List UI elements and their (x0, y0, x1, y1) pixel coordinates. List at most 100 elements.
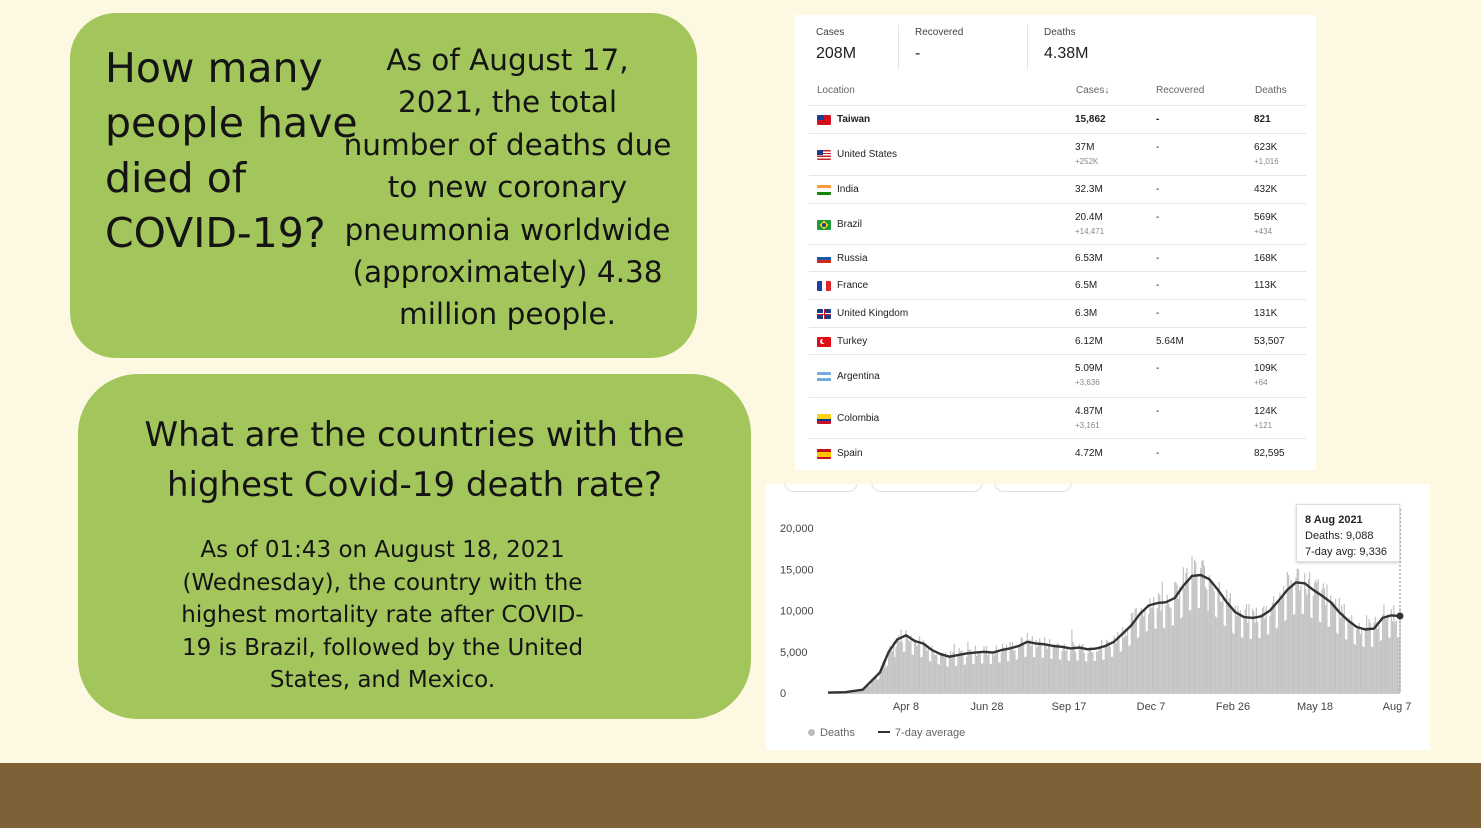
chart-bar-deaths (1157, 592, 1160, 693)
chart-bar-deaths (1281, 595, 1283, 693)
stat-deaths: Deaths 4.38M (1044, 27, 1088, 63)
chart-bar-deaths (1367, 626, 1369, 693)
chart-bar-deaths (966, 656, 968, 693)
table-row[interactable]: Russia 6.53M - 168K (809, 244, 1306, 272)
chart-bar-deaths (1234, 605, 1236, 693)
cell-location[interactable]: Taiwan (837, 114, 871, 125)
chart-bar-deaths (1003, 647, 1005, 693)
chart-bar-deaths (1332, 601, 1334, 693)
header-cases[interactable]: Cases↓ (1076, 85, 1110, 96)
chart-bar-deaths (1073, 645, 1075, 693)
chart-bar-deaths (865, 685, 867, 693)
chart-bar-deaths (1257, 621, 1259, 693)
divider (1027, 25, 1028, 69)
chart-bar-deaths (937, 664, 939, 693)
table-row[interactable]: Taiwan 15,862 - 821 (809, 105, 1306, 134)
chart-bar-deaths (1224, 626, 1227, 693)
table-row[interactable]: Spain 4.72M - 82,595 (809, 438, 1306, 469)
table-row[interactable]: Turkey 6.12M 5.64M 53,507 (809, 327, 1306, 355)
cell-location[interactable]: Spain (837, 448, 863, 459)
cell-location[interactable]: Colombia (837, 412, 880, 424)
chart-bar-deaths (1201, 560, 1203, 693)
chart-bar-deaths (1398, 637, 1400, 693)
cell-cases-new: +3,636 (1075, 378, 1100, 387)
chart-bar-deaths (1013, 650, 1015, 693)
table-row[interactable]: Brazil 20.4M +14,471 - 569K +434 (809, 203, 1306, 245)
chart-bar-deaths (1119, 651, 1121, 693)
cell-location[interactable]: United Kingdom (837, 308, 909, 319)
chart-bar-deaths (1343, 604, 1345, 693)
chart-bar-deaths (1146, 630, 1149, 693)
chart-bar-deaths (963, 664, 965, 693)
chart-bar-deaths (1009, 641, 1011, 693)
uk-flag-icon (817, 309, 831, 319)
chart-bar-deaths (1047, 645, 1049, 693)
cell-location[interactable]: India (837, 184, 859, 195)
cell-cases: 4.87M (1075, 406, 1103, 417)
chart-bar-deaths (1094, 661, 1097, 693)
cell-location[interactable]: Brazil (837, 218, 863, 230)
table-row[interactable]: India 32.3M - 432K (809, 175, 1306, 204)
cell-location[interactable]: United States (837, 149, 898, 160)
chart-bar-deaths (1150, 607, 1152, 693)
chart-bar-deaths (1098, 648, 1100, 693)
chart-bar-deaths (1001, 643, 1004, 693)
chart-bar-deaths (959, 651, 962, 693)
chart-bar-deaths (1051, 658, 1053, 693)
table-row[interactable]: United States 37M +252K - 623K +1,016 (809, 133, 1306, 176)
chart-bar-deaths (922, 639, 924, 693)
cell-recovered: - (1156, 448, 1160, 459)
chart-bar-deaths (1136, 638, 1139, 693)
chart-bar-deaths (925, 643, 927, 693)
chart-bar-deaths (1264, 618, 1266, 693)
chart-bar-deaths (1068, 660, 1071, 693)
chart-bar-deaths (885, 667, 887, 693)
table-row[interactable]: United Kingdom 6.3M - 131K (809, 299, 1306, 328)
chart-bar-deaths (1039, 638, 1041, 693)
chart-bar-deaths (1101, 640, 1103, 693)
chart-bar-deaths (883, 660, 885, 693)
chart-bar-deaths (1191, 556, 1193, 693)
table-row[interactable]: France 6.5M - 113K (809, 271, 1306, 300)
stat-cases: Cases 208M (816, 27, 856, 63)
chart-bar-deaths (876, 679, 879, 693)
table-row[interactable]: Argentina 5.09M +3,636 - 109K +64 (809, 354, 1306, 398)
chart-bar-deaths (1239, 610, 1241, 693)
chart-bar-deaths (1205, 587, 1207, 693)
header-location[interactable]: Location (817, 85, 855, 96)
cell-deaths: 432K (1254, 184, 1278, 195)
chart-bar-deaths (931, 645, 933, 693)
chart-bar-deaths (1030, 645, 1032, 693)
cell-deaths-new: +64 (1254, 378, 1268, 387)
chart-bar-deaths (1052, 644, 1054, 693)
chart-bar-deaths (989, 663, 991, 693)
chart-x-tick-label: Feb 26 (1216, 701, 1250, 713)
chart-bar-deaths (1249, 638, 1251, 693)
chart-bar-deaths (886, 665, 889, 693)
header-deaths[interactable]: Deaths (1255, 85, 1287, 96)
chart-bar-deaths (1372, 646, 1374, 693)
chart-bar-deaths (1357, 626, 1359, 693)
chart-bar-deaths (864, 687, 866, 693)
cell-location[interactable]: Argentina (837, 370, 880, 382)
chart-bar-deaths (1365, 615, 1368, 693)
table-row[interactable]: Colombia 4.87M +3,161 - 124K +121 (809, 397, 1306, 439)
chart-bar-deaths (1307, 579, 1309, 693)
header-recovered[interactable]: Recovered (1156, 85, 1205, 96)
chart-bar-deaths (1070, 650, 1072, 693)
cell-location[interactable]: Russia (837, 252, 868, 264)
chart-bar-deaths (1128, 645, 1130, 693)
chart-bar-deaths (1289, 585, 1291, 693)
chart-bar-deaths (1336, 632, 1338, 693)
stat-recovered: Recovered - (915, 27, 963, 63)
cell-location[interactable]: France (837, 280, 869, 291)
chart-bar-deaths (1216, 617, 1218, 693)
chart-bar-deaths (1124, 629, 1126, 693)
chart-bar-deaths (1291, 583, 1293, 693)
deaths-chart: 20,000 15,000 10,000 5,000 0 Apr 8 Jun 28 Sep 1… (766, 484, 1430, 750)
chart-bar-deaths (933, 654, 936, 693)
chart-bar-deaths (1183, 588, 1186, 693)
cell-location[interactable]: Turkey (837, 335, 868, 347)
chart-bar-deaths (969, 649, 971, 693)
chart-bar-deaths (1148, 614, 1150, 693)
